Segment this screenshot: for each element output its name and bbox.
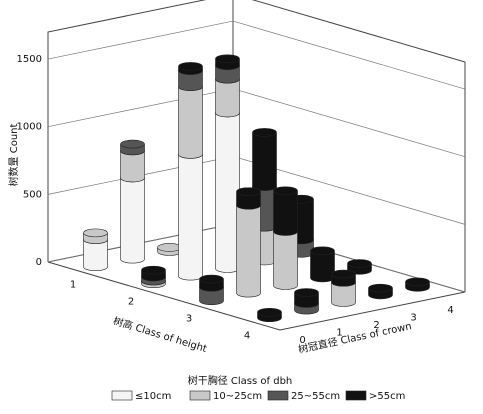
bar-segment xyxy=(236,187,261,210)
bar-segment xyxy=(331,269,356,287)
legend-swatch xyxy=(267,390,289,401)
y-tick-label: 0 xyxy=(36,257,42,268)
bar-segment xyxy=(236,200,261,298)
x-axis-label: 树高 Class of height xyxy=(112,314,209,355)
z-tick-label: 2 xyxy=(373,320,379,331)
bar-segment xyxy=(273,186,298,236)
z-tick-label: 3 xyxy=(410,312,416,323)
bar-segment xyxy=(83,228,108,244)
bar-segment xyxy=(368,283,393,300)
x-tick-label: 1 xyxy=(70,280,76,291)
z-tick-label: 0 xyxy=(299,335,305,346)
bar-segment xyxy=(294,288,319,308)
x-tick-label: 4 xyxy=(244,331,250,342)
legend-label: 25~55cm xyxy=(291,391,340,402)
bar-segment xyxy=(273,227,298,290)
legend-label: 10~25cm xyxy=(213,391,262,402)
wall-back xyxy=(251,0,466,292)
bar-segment xyxy=(178,62,203,75)
legend-label: ≤10cm xyxy=(135,391,171,402)
bar-segment xyxy=(252,128,277,191)
legend-label: >55cm xyxy=(369,391,405,402)
z-tick-label: 1 xyxy=(336,328,342,339)
bar-segment xyxy=(120,139,145,156)
z-axis-label: 树冠直径 Class of crown xyxy=(297,319,413,356)
z-tick-label: 4 xyxy=(447,305,453,316)
bar-segment xyxy=(178,82,203,159)
bar-segment xyxy=(141,265,166,282)
legend-swatch xyxy=(111,390,133,401)
bar-segment xyxy=(157,243,182,256)
x-tick-label: 2 xyxy=(128,297,134,308)
bar-segment xyxy=(178,150,203,281)
bar-segment xyxy=(215,54,240,70)
chart-title: 树干胸径 Class of dbh xyxy=(188,374,293,387)
y-axis-label: 树数量 Count xyxy=(7,123,20,186)
grid-line xyxy=(47,20,466,90)
legend-swatch xyxy=(345,390,367,401)
bar-segment xyxy=(120,173,145,264)
bar-segment xyxy=(347,259,372,275)
legend-swatch xyxy=(189,390,211,401)
bar-segment xyxy=(257,307,282,322)
y-tick-label: 1500 xyxy=(17,54,42,65)
bar-segment xyxy=(310,246,335,283)
y-tick-label: 500 xyxy=(23,189,42,200)
bar-segment xyxy=(405,277,430,292)
x-tick-label: 3 xyxy=(186,314,192,325)
y-tick-label: 1000 xyxy=(17,122,42,133)
bar-segment xyxy=(215,108,240,273)
bar-segment xyxy=(199,274,224,292)
